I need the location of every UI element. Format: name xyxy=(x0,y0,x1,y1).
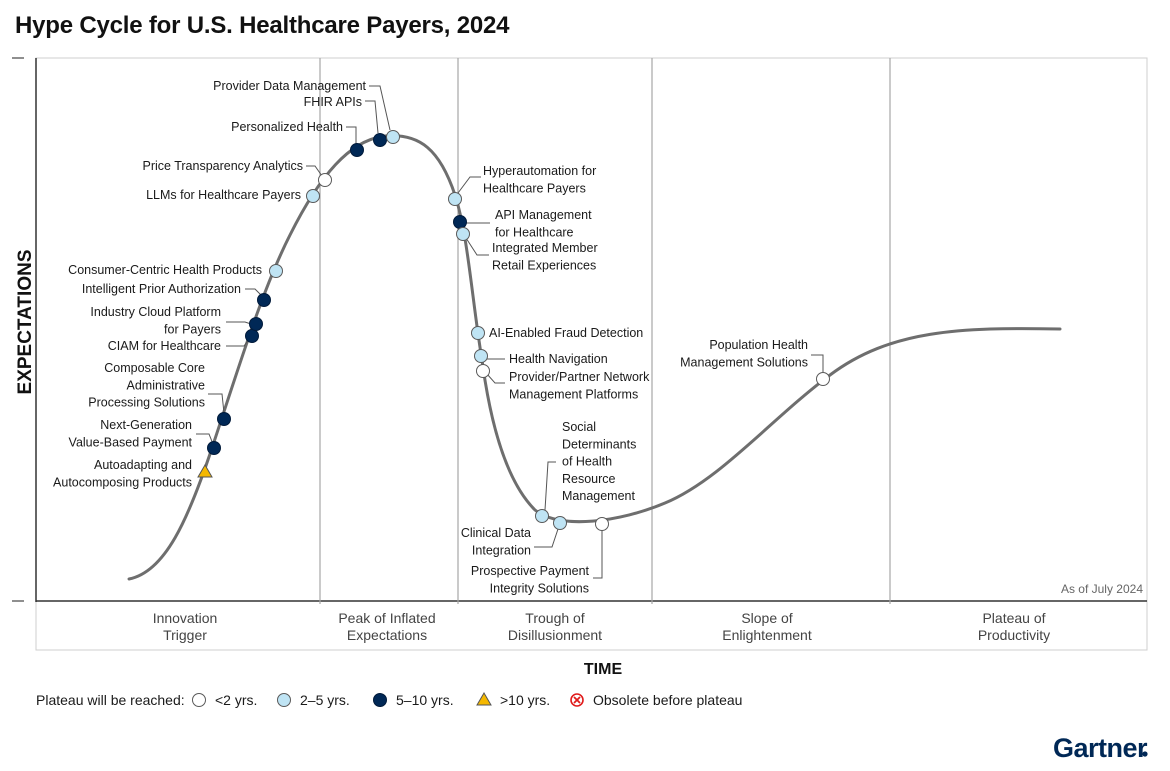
leader-hyperautomation-for-healthcare-payers xyxy=(457,176,481,194)
label-ciam-for-healthcare: CIAM for Healthcare xyxy=(108,339,221,353)
phase-label-slope-of-enlightenment: Slope of Enlightenment xyxy=(722,610,812,643)
technology-labels: Autoadapting and Autocomposing Products Ne… xyxy=(53,79,808,595)
marker-industry-cloud-platform-for-payers xyxy=(249,317,263,331)
label-provider-partner-network-management-platforms: Provider/Partner Network Management Platf… xyxy=(509,370,650,401)
as-of-label: As of July 2024 xyxy=(1061,582,1143,596)
legend-marker-gt10 xyxy=(476,692,492,706)
legend-label-lt2: <2 yrs. xyxy=(215,692,257,708)
phase-label-trough-of-disillusionment: Trough of Disillusionment xyxy=(508,610,602,643)
label-price-transparency-analytics: Price Transparency Analytics xyxy=(143,159,304,173)
marker-clinical-data-integration xyxy=(553,516,567,530)
marker-provider-data-management xyxy=(386,130,400,144)
leader-personalized-health xyxy=(346,126,357,144)
label-personalized-health: Personalized Health xyxy=(231,120,343,134)
marker-social-determinants-of-health-resource-management xyxy=(535,509,549,523)
hype-curve xyxy=(127,134,1062,581)
label-hyperautomation-for-healthcare-payers: Hyperautomation for Healthcare Payers xyxy=(483,164,596,195)
marker-ciam-for-healthcare xyxy=(245,329,259,343)
marker-api-management-for-healthcare xyxy=(453,215,467,229)
legend-marker-lt2 xyxy=(192,693,206,707)
phase-label-innovation-trigger: Innovation Trigger xyxy=(153,610,218,643)
label-consumer-centric-health-products: Consumer-Centric Health Products xyxy=(68,263,262,277)
leader-composable-core-administrative-processing-solutions xyxy=(208,393,225,414)
leader-clinical-data-integration xyxy=(534,528,559,548)
marker-next-generation-value-based-payment xyxy=(207,441,221,455)
label-integrated-member-retail-experiences: Integrated Member Retail Experiences xyxy=(492,241,598,272)
leader-fhir-apis xyxy=(365,100,379,134)
leader-provider-data-management xyxy=(369,85,391,131)
marker-intelligent-prior-authorization xyxy=(257,293,271,307)
label-fhir-apis: FHIR APIs xyxy=(304,95,362,109)
label-llms-for-healthcare-payers: LLMs for Healthcare Payers xyxy=(146,188,301,202)
legend-marker-5to10 xyxy=(373,693,387,707)
marker-composable-core-administrative-processing-solutions xyxy=(217,412,231,426)
leader-price-transparency-analytics xyxy=(306,165,323,177)
marker-consumer-centric-health-products xyxy=(269,264,283,278)
label-clinical-data-integration: Clinical Data Integration xyxy=(461,526,531,557)
phase-dividers xyxy=(319,58,891,604)
marker-population-health-management-solutions xyxy=(816,372,830,386)
phase-label-peak-of-inflated-expectations: Peak of Inflated Expectations xyxy=(338,610,435,643)
y-axis-label: EXPECTATIONS xyxy=(15,250,36,395)
label-industry-cloud-platform-for-payers: Industry Cloud Platform for Payers xyxy=(90,305,221,336)
marker-health-navigation xyxy=(474,349,488,363)
marker-ai-enabled-fraud-detection xyxy=(471,326,485,340)
label-prospective-payment-integrity-solutions: Prospective Payment Integrity Solutions xyxy=(471,564,590,595)
technology-markers xyxy=(197,130,830,531)
legend-marker-obsolete xyxy=(570,693,584,707)
label-next-generation-value-based-payment: Next-Generation Value-Based Payment xyxy=(69,418,193,449)
phase-labels: Innovation Trigger Peak of Inflated Expecta… xyxy=(153,610,1050,643)
marker-llms-for-healthcare-payers xyxy=(306,189,320,203)
label-population-health-management-solutions: Population Health Management Solutions xyxy=(680,338,808,369)
leader-prospective-payment-integrity-solutions xyxy=(593,530,603,579)
marker-hyperautomation-for-healthcare-payers xyxy=(448,192,462,206)
legend-label-gt10: >10 yrs. xyxy=(500,692,550,708)
marker-autoadapting-and-autocomposing-products xyxy=(197,464,213,478)
label-provider-data-management: Provider Data Management xyxy=(213,79,366,93)
marker-integrated-member-retail-experiences xyxy=(456,227,470,241)
label-ai-enabled-fraud-detection: AI-Enabled Fraud Detection xyxy=(489,326,643,340)
gartner-logo-dot xyxy=(1142,751,1148,757)
label-intelligent-prior-authorization: Intelligent Prior Authorization xyxy=(82,282,241,296)
x-axis-label: TIME xyxy=(584,661,623,678)
leader-social-determinants-of-health-resource-management xyxy=(544,461,556,511)
legend-label-2to5: 2–5 yrs. xyxy=(300,692,350,708)
label-api-management-for-healthcare: API Management for Healthcare xyxy=(495,208,592,239)
phase-label-plateau-of-productivity: Plateau of Productivity xyxy=(978,610,1050,643)
legend: Plateau will be reached: <2 yrs. 2–5 yrs. 5… xyxy=(36,692,742,708)
marker-fhir-apis xyxy=(373,133,387,147)
legend-label-5to10: 5–10 yrs. xyxy=(396,692,454,708)
label-autoadapting-and-autocomposing-products: Autoadapting and Autocomposing Products xyxy=(53,458,192,489)
leader-integrated-member-retail-experiences xyxy=(465,237,489,256)
leader-provider-partner-network-management-platforms xyxy=(486,373,505,384)
leader-ciam-for-healthcare xyxy=(226,338,250,347)
leader-next-generation-value-based-payment xyxy=(196,433,214,445)
marker-provider-partner-network-management-platforms xyxy=(476,364,490,378)
legend-label-obsolete: Obsolete before plateau xyxy=(593,692,742,708)
leader-intelligent-prior-authorization xyxy=(245,288,263,297)
chart-title: Hype Cycle for U.S. Healthcare Payers, 2… xyxy=(15,12,510,39)
leader-industry-cloud-platform-for-payers xyxy=(226,321,252,325)
marker-personalized-health xyxy=(350,143,364,157)
legend-marker-2to5 xyxy=(277,693,291,707)
marker-prospective-payment-integrity-solutions xyxy=(595,517,609,531)
label-health-navigation: Health Navigation xyxy=(509,352,608,366)
marker-price-transparency-analytics xyxy=(318,173,332,187)
legend-title: Plateau will be reached: xyxy=(36,692,185,708)
gartner-logo: Gartner xyxy=(1053,733,1148,763)
label-social-determinants-of-health-resource-management: Social Determinants of Health Resource Manag… xyxy=(562,420,636,503)
leader-population-health-management-solutions xyxy=(811,354,824,372)
leader-lines xyxy=(196,85,824,579)
label-composable-core-administrative-processing-solutions: Composable Core Administrative Processing … xyxy=(88,361,205,410)
